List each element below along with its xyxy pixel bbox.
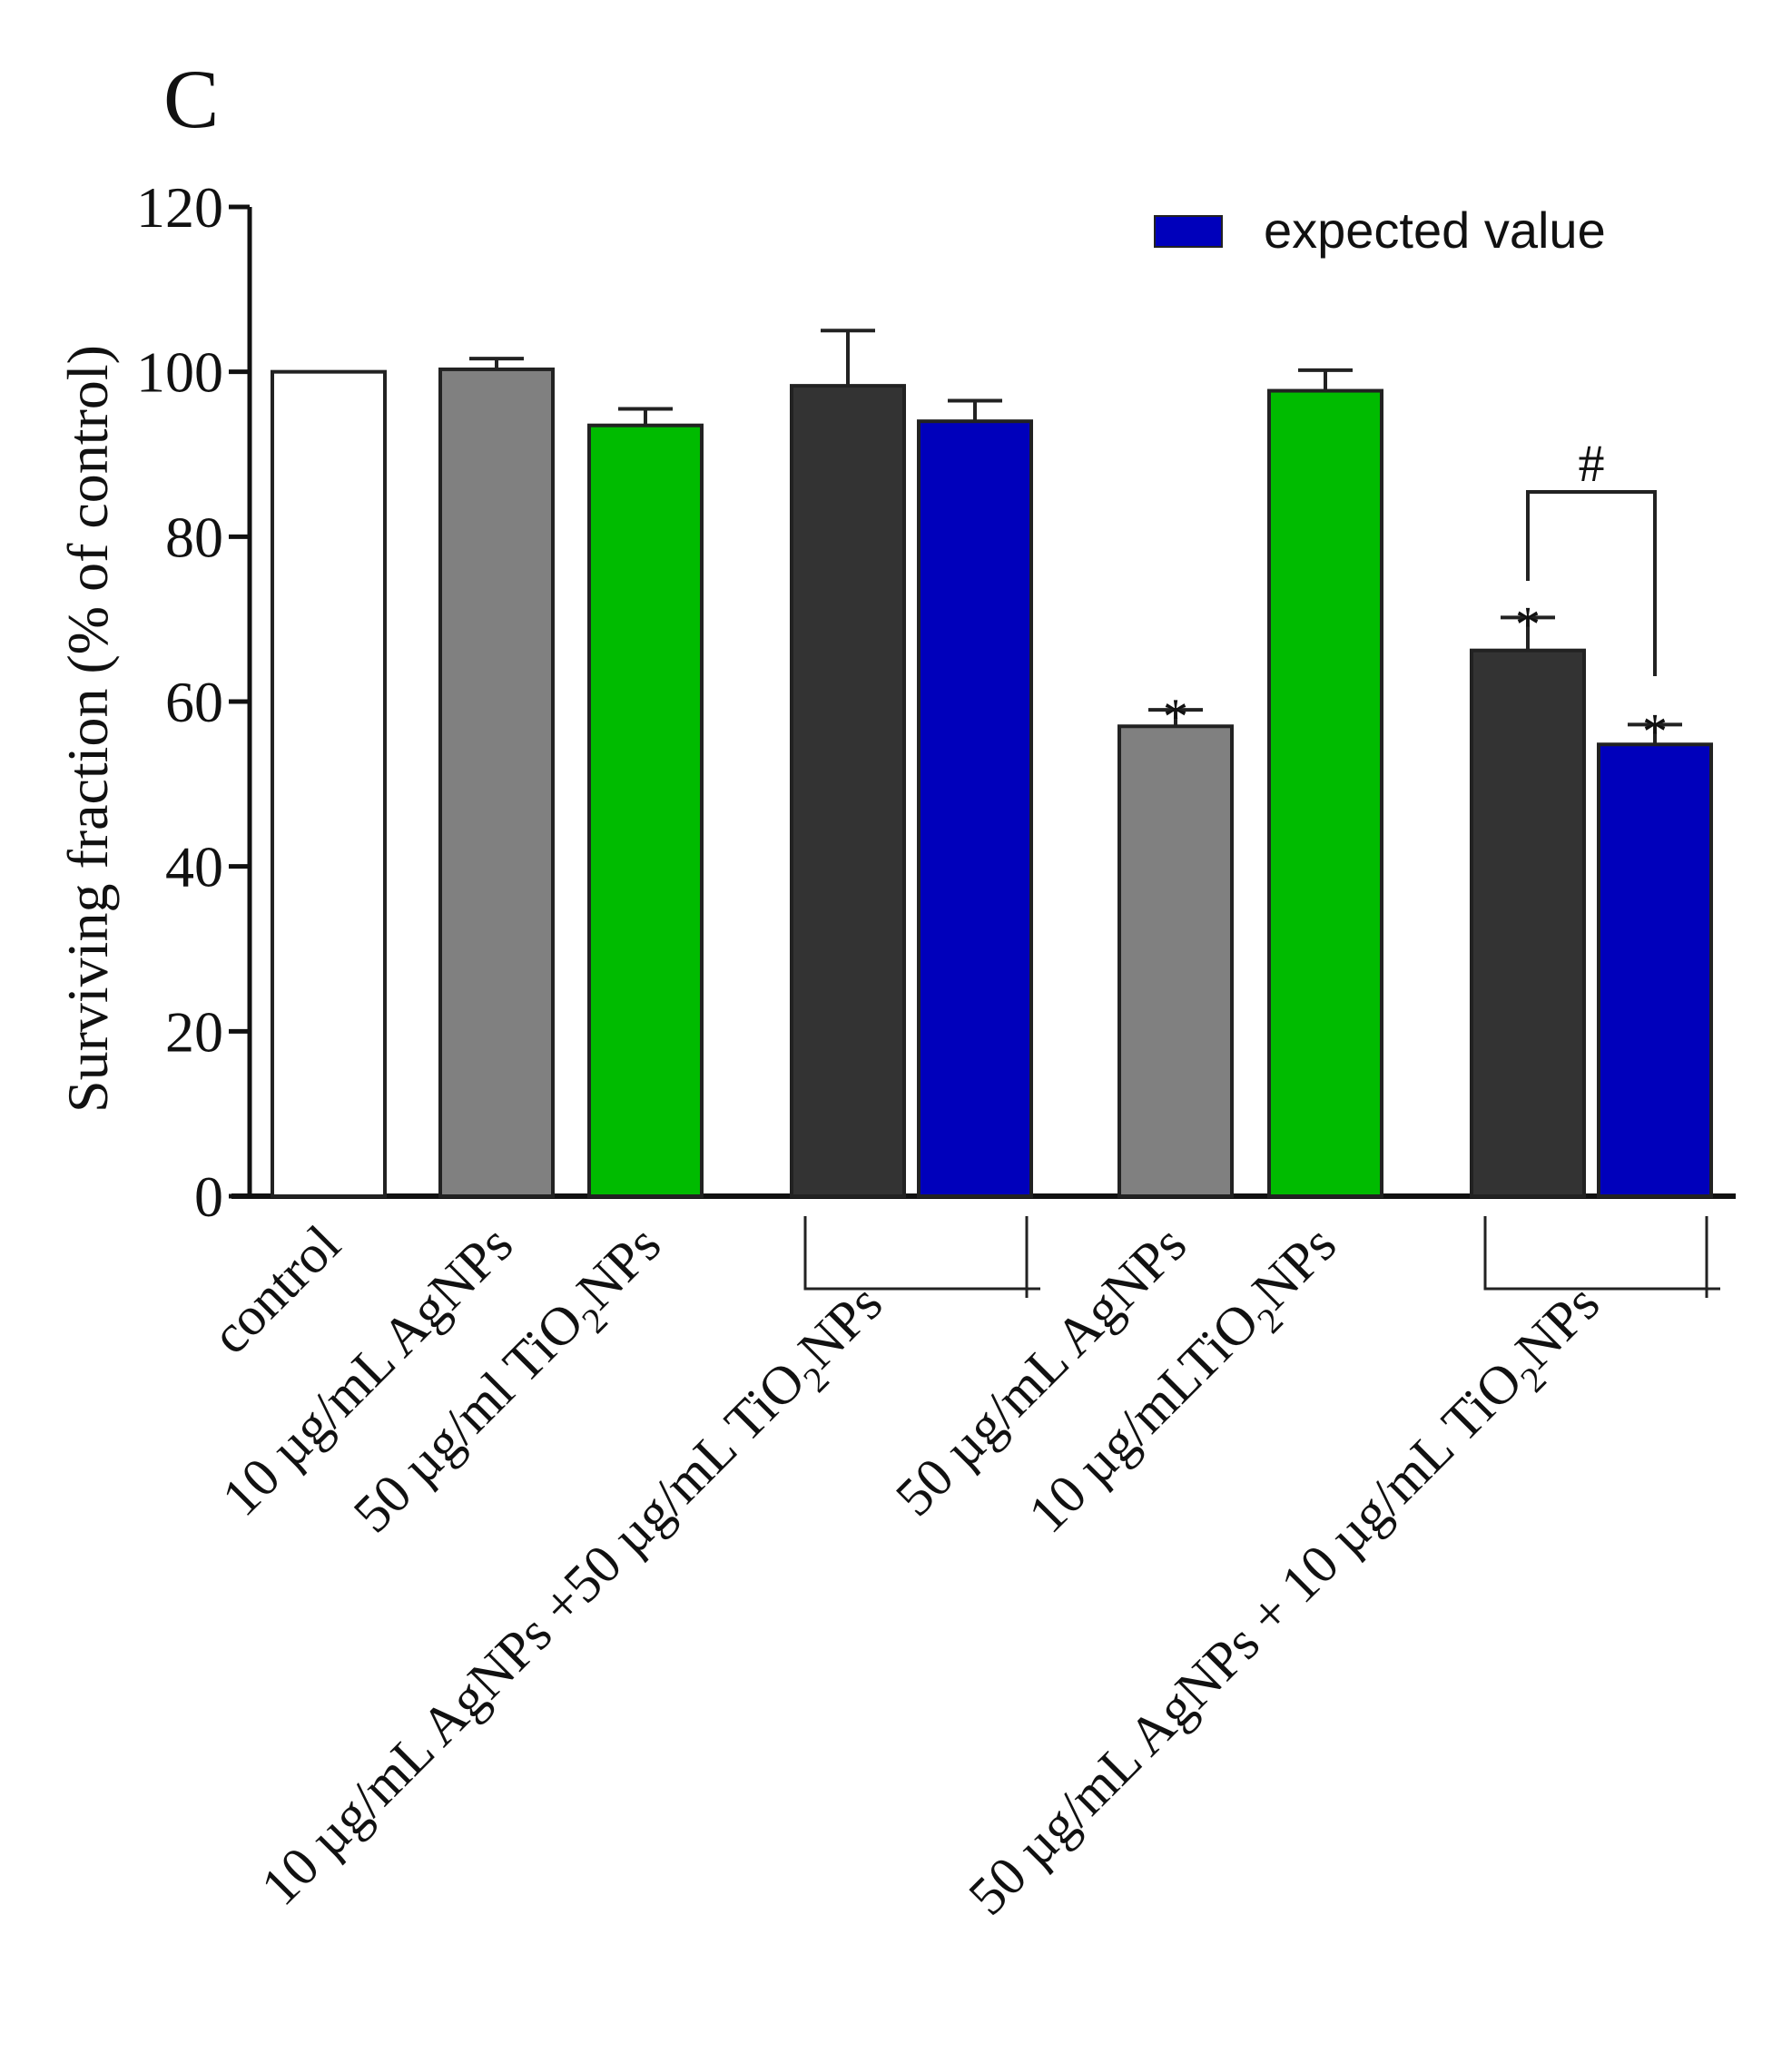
bars-group: * * * #	[271, 329, 1713, 1199]
category-label: control	[200, 1214, 351, 1366]
category-label-text: 50 µg/mL AgNPs + 10 µg/mL TiO	[957, 1350, 1533, 1926]
y-tick-label: 80	[165, 505, 223, 569]
group-bracket	[1483, 1216, 1720, 1298]
significance-star: *	[1163, 689, 1188, 745]
bar	[587, 423, 704, 1199]
bar	[1117, 724, 1234, 1198]
y-tick-label: 60	[165, 670, 223, 734]
legend-swatch	[1154, 215, 1223, 248]
y-axis-title: Surviving fraction (% of control)	[55, 345, 120, 1113]
significance-bracket	[1526, 490, 1657, 676]
y-tick-label: 100	[136, 340, 223, 405]
bar	[917, 419, 1033, 1198]
bar	[790, 384, 906, 1198]
bar	[438, 367, 555, 1199]
y-tick-label: 120	[136, 175, 223, 240]
y-tick-label: 0	[194, 1164, 223, 1229]
panel-label: C	[163, 53, 219, 145]
y-tick-label: 40	[165, 835, 223, 899]
bar	[1267, 388, 1383, 1198]
bar	[1597, 742, 1713, 1198]
group-bracket	[803, 1216, 1040, 1298]
significance-star: *	[1642, 703, 1668, 760]
category-label-text: control	[200, 1214, 351, 1366]
significance-hash: #	[1579, 434, 1605, 493]
y-tick-label: 20	[165, 999, 223, 1064]
legend: expected value	[1154, 201, 1606, 259]
significance-star: *	[1515, 596, 1541, 653]
bar	[1470, 648, 1586, 1198]
bar	[271, 369, 387, 1198]
legend-label: expected value	[1264, 201, 1606, 259]
